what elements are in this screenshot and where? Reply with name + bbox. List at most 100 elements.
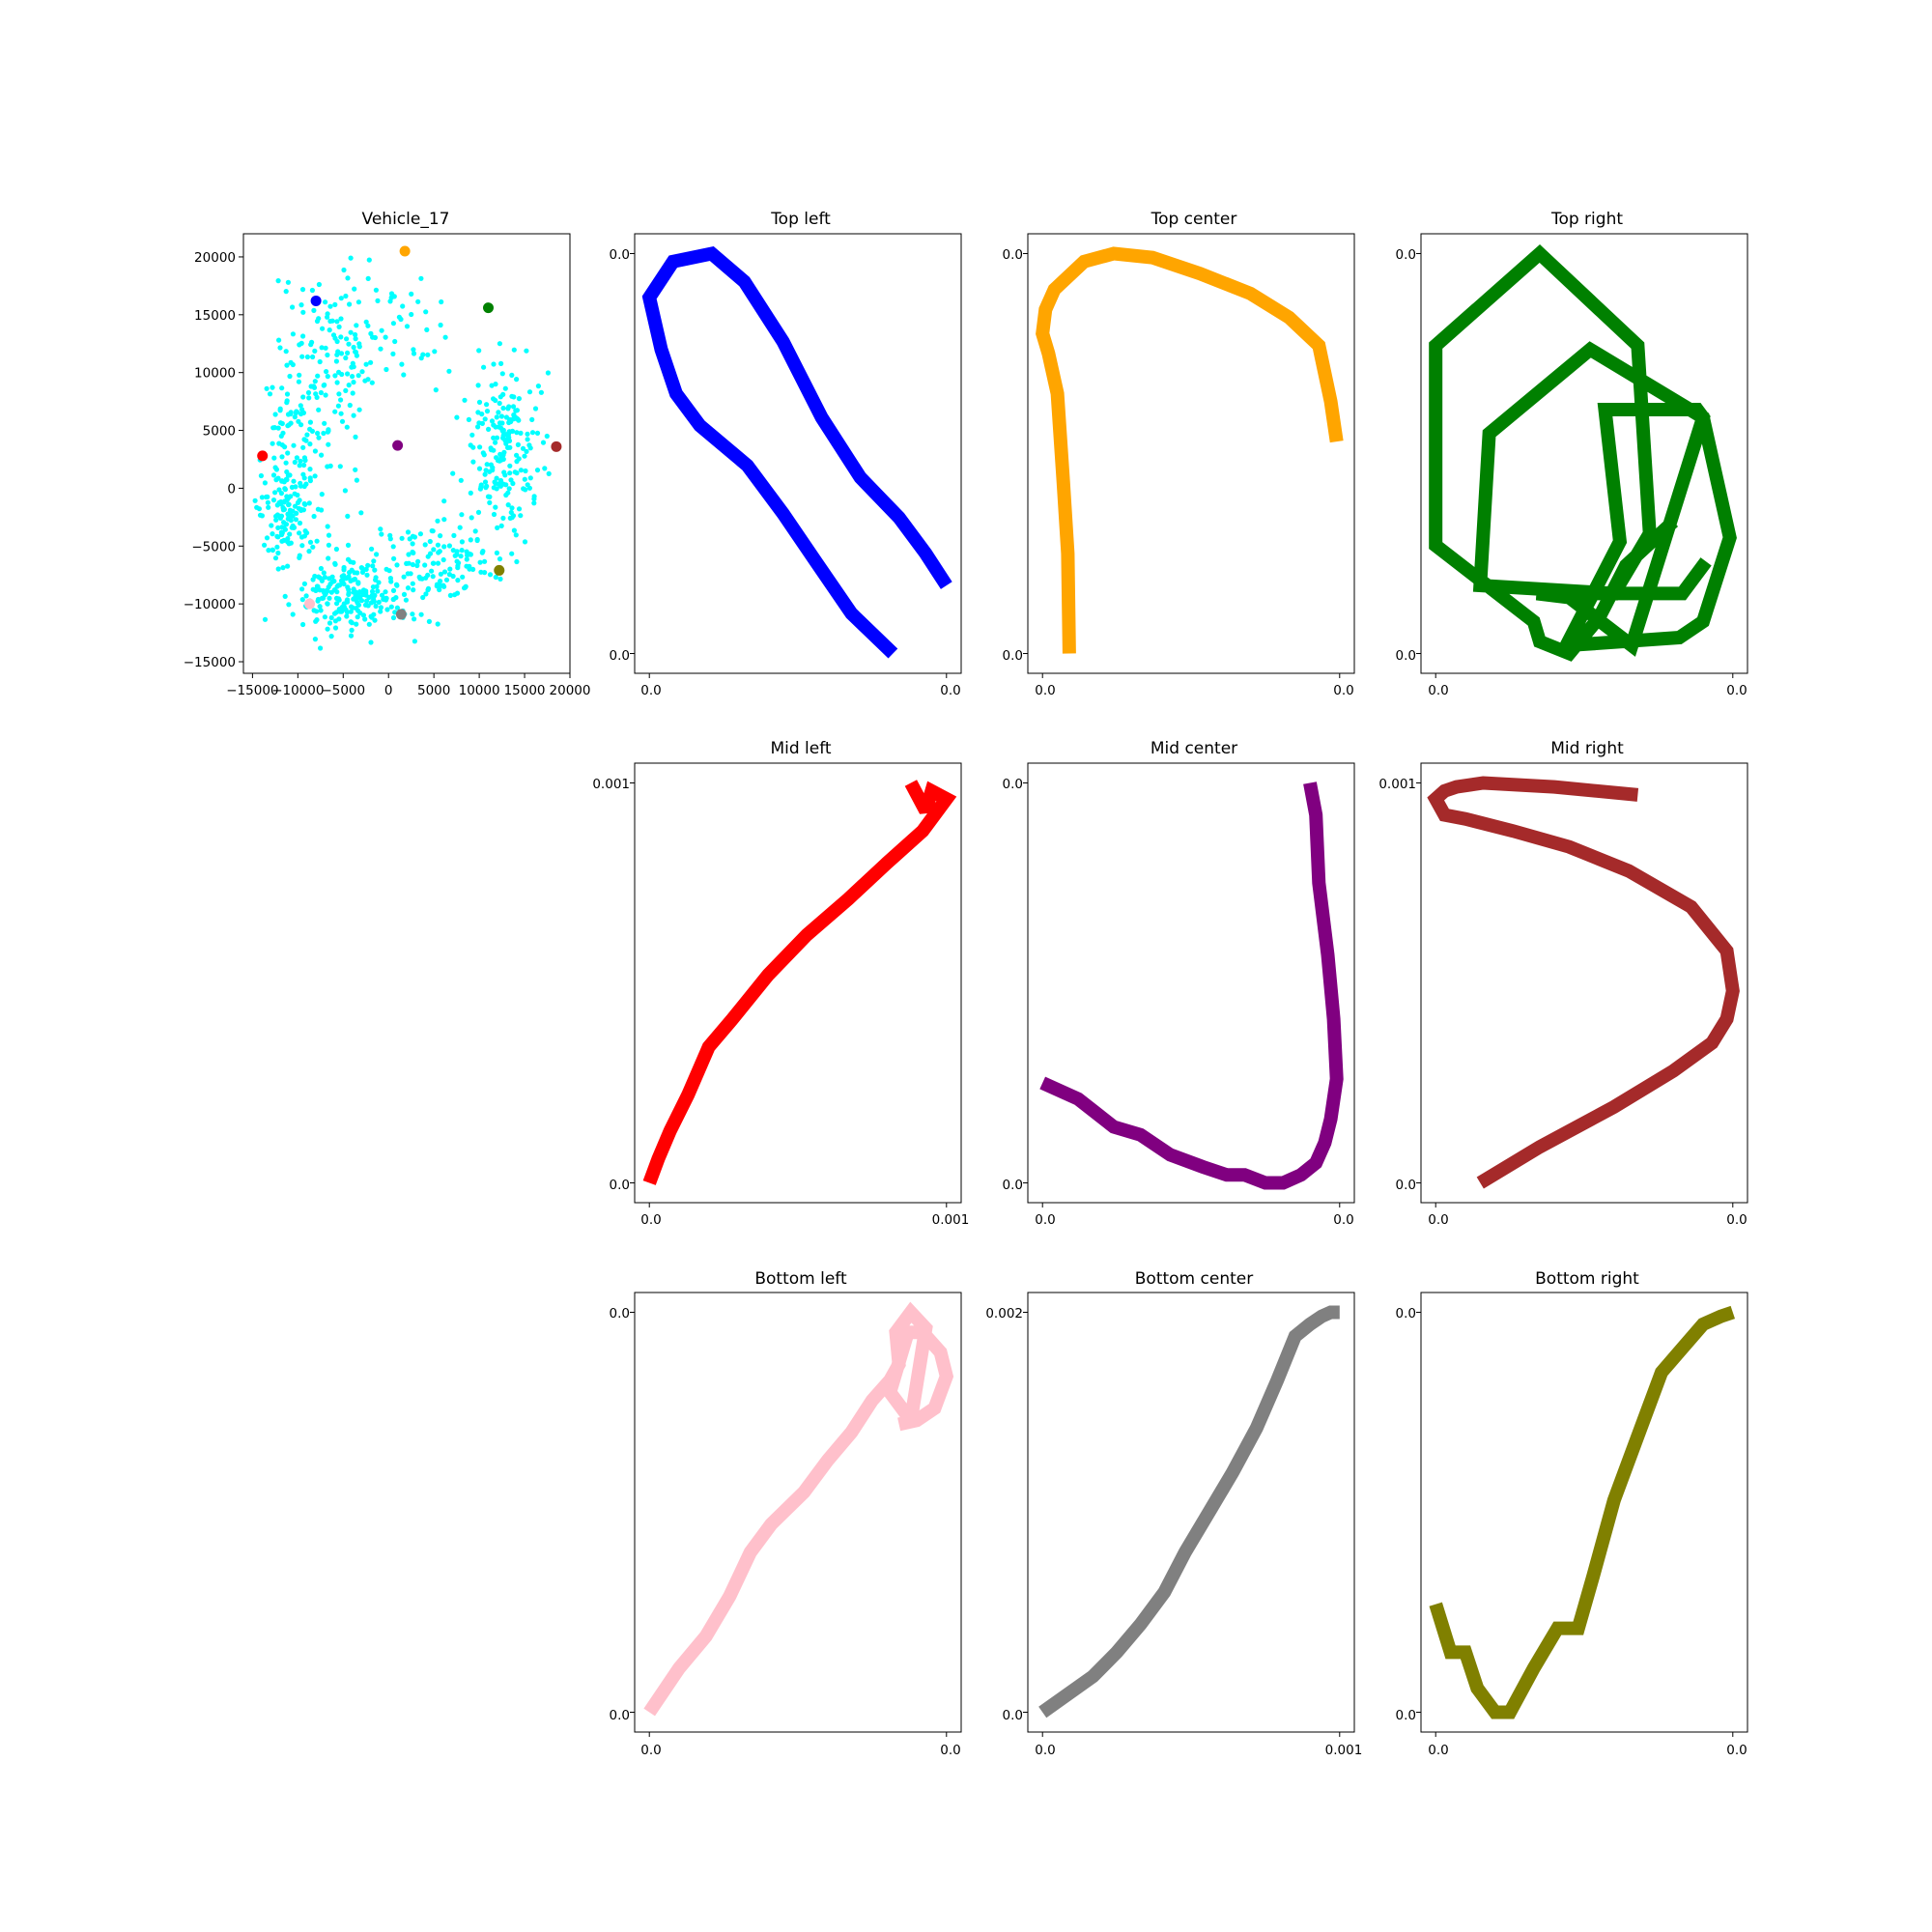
scatter-point [497, 576, 503, 582]
scatter-point [281, 506, 287, 513]
scatter-point [285, 511, 291, 517]
highlight-point [395, 609, 407, 620]
scatter-point [301, 455, 307, 461]
scatter-point [404, 324, 411, 329]
y-tick-label: 0.002 [985, 1306, 1023, 1321]
y-tick-label: 0.0 [610, 247, 630, 263]
scatter-point [417, 531, 423, 537]
scatter-point [284, 362, 290, 368]
scatter-point [369, 380, 375, 385]
scatter-point [338, 334, 344, 340]
scatter-point [315, 596, 322, 603]
highlight-point [310, 295, 322, 306]
scatter-point [282, 486, 288, 492]
scatter-point [355, 595, 360, 601]
scatter-point [292, 414, 298, 420]
plot-frame [1420, 233, 1748, 674]
scatter-point [508, 509, 514, 516]
scatter-point [394, 605, 400, 611]
scatter-point [534, 430, 541, 436]
scatter-point [281, 520, 287, 526]
scatter-point [288, 518, 294, 524]
scatter-point [390, 587, 397, 594]
scatter-point [404, 560, 410, 567]
scatter-point [516, 456, 522, 462]
scatter-point [287, 373, 293, 380]
scatter-point [345, 350, 351, 355]
scatter-point [379, 531, 384, 537]
scatter-point [475, 424, 481, 430]
scatter-point [272, 555, 279, 561]
scatter-point [284, 477, 290, 483]
scatter-point [277, 408, 283, 413]
scatter-point [494, 435, 500, 440]
scatter-point [488, 462, 494, 468]
x-tick-label: 0.0 [940, 683, 960, 698]
x-tick-label: 0.001 [932, 1212, 970, 1228]
scatter-point [338, 296, 344, 301]
scatter-point [258, 472, 264, 479]
scatter-point [393, 595, 399, 601]
scatter-point [373, 575, 379, 581]
trajectory-line [1429, 244, 1737, 662]
x-tick-label: 0.0 [940, 1743, 960, 1758]
scatter-point [412, 616, 417, 622]
scatter-cloud [252, 255, 552, 651]
scatter-point [333, 595, 340, 602]
panel-top-left: Top left 0.0 0.0 0.0 0.0 [610, 210, 962, 698]
x-tick-label: 10000 [459, 683, 500, 698]
scatter-point [265, 499, 270, 505]
scatter-point [284, 391, 291, 397]
scatter-point [418, 611, 424, 617]
scatter-point [348, 633, 355, 639]
scatter-point [429, 527, 435, 534]
scatter-point [379, 327, 384, 333]
scatter-point [423, 591, 429, 597]
scatter-point [351, 412, 356, 418]
y-tick-label: −5000 [191, 539, 236, 554]
scatter-point [420, 594, 426, 601]
scatter-point [299, 597, 305, 603]
scatter-point [311, 307, 317, 313]
scatter-point [410, 561, 415, 568]
scatter-point [383, 597, 389, 603]
scatter-point [447, 566, 453, 572]
scatter-point [446, 543, 452, 549]
y-tick-label: 0.0 [1396, 247, 1416, 263]
trajectory-line [1036, 246, 1344, 654]
scatter-point [387, 298, 393, 304]
scatter-point [311, 608, 317, 613]
scatter-point [326, 427, 331, 433]
scatter-point [429, 568, 435, 574]
scatter-point [477, 444, 483, 450]
scatter-point [546, 470, 552, 476]
scatter-point [482, 558, 488, 564]
scatter-point [494, 414, 499, 420]
scatter-point [426, 618, 432, 625]
scatter-point [307, 478, 313, 484]
scatter-point [416, 574, 422, 581]
scatter-point [297, 497, 302, 503]
scatter-point [464, 556, 469, 562]
scatter-point [270, 472, 277, 478]
scatter-point [300, 309, 306, 315]
x-tick-label: 0.0 [1726, 683, 1747, 698]
scatter-point [297, 553, 302, 558]
scatter-point [423, 309, 429, 315]
trajectory-line [1427, 776, 1740, 1189]
scatter-point [500, 429, 506, 435]
scatter-point [343, 355, 349, 361]
scatter-point [370, 584, 376, 590]
scatter-point [298, 403, 303, 409]
scatter-point [264, 535, 270, 541]
scatter-point [342, 488, 348, 494]
scatter-point [511, 527, 518, 533]
scatter-point [275, 425, 281, 431]
highlight-point [494, 564, 505, 576]
scatter-point [312, 637, 318, 642]
scatter-point [478, 569, 484, 575]
scatter-point [460, 574, 466, 580]
scatter-point [388, 291, 395, 297]
scatter-point [348, 255, 354, 261]
